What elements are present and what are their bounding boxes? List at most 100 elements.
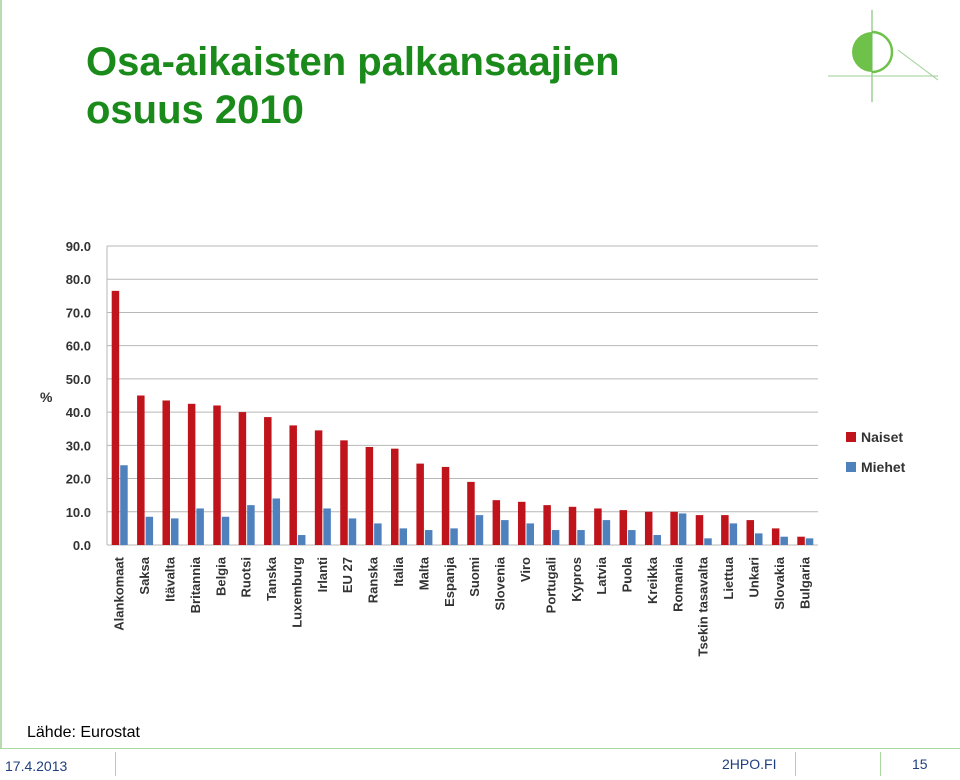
bar-miehet (780, 536, 788, 545)
bar-naiset (441, 466, 450, 545)
bar-miehet (526, 523, 534, 545)
x-tick-label: Britannia (188, 556, 203, 613)
bar-naiset (289, 425, 297, 545)
x-tick-label: Italia (391, 556, 406, 586)
legend-swatch-miehet (846, 462, 856, 472)
bar-naiset (771, 528, 780, 545)
legend-label-naiset: Naiset (861, 429, 903, 445)
x-tick-label: Romania (670, 556, 685, 612)
x-tick-label: Slovakia (772, 556, 787, 610)
bar-miehet (348, 518, 357, 545)
bar-naiset (797, 536, 805, 545)
footer-date: 17.4.2013 (5, 758, 68, 774)
bar-naiset (111, 290, 120, 545)
bar-miehet (196, 508, 204, 545)
y-tick-label: 0.0 (73, 538, 91, 553)
bar-naiset (162, 400, 170, 545)
bar-naiset (543, 505, 551, 545)
x-tick-label: Slovenia (493, 556, 508, 610)
y-tick-label: 80.0 (66, 272, 91, 287)
bar-miehet (450, 528, 458, 545)
x-tick-label: Ruotsi (239, 557, 254, 597)
x-tick-label: Tsekin tasavalta (696, 556, 711, 656)
left-accent-rule (0, 0, 2, 748)
bar-naiset (619, 510, 628, 545)
footer-site-link[interactable]: 2HPO.FI (722, 756, 777, 772)
page-number: 15 (912, 756, 928, 772)
bar-miehet (805, 538, 814, 545)
y-axis-label: % (40, 389, 53, 405)
bar-naiset (314, 430, 323, 545)
x-tick-label: Itävalta (162, 556, 177, 602)
bar-naiset (238, 412, 247, 545)
y-tick-label: 40.0 (66, 405, 91, 420)
bar-naiset (391, 448, 399, 545)
source-note: Lähde: Eurostat (27, 724, 140, 741)
bar-naiset (746, 520, 755, 545)
x-tick-label: Puola (620, 556, 635, 592)
bar-naiset (467, 481, 475, 545)
bar-naiset (695, 515, 704, 545)
bar-miehet (374, 523, 382, 545)
bar-miehet (551, 530, 560, 545)
bar-naiset (568, 506, 577, 545)
bar-miehet (704, 538, 712, 545)
bar-miehet (399, 528, 408, 545)
bar-naiset (492, 500, 501, 545)
bar-miehet (424, 530, 433, 545)
bar-naiset (517, 501, 526, 545)
x-tick-label: Kreikka (645, 556, 660, 604)
x-tick-label: Espanja (442, 556, 457, 607)
title-line-1: Osa-aikaisten palkansaajien (86, 40, 620, 84)
bar-miehet (602, 520, 611, 545)
bar-miehet (170, 518, 179, 545)
x-tick-label: Tanska (264, 556, 279, 601)
y-tick-label: 50.0 (66, 372, 91, 387)
footer-separator (115, 752, 116, 776)
footer-divider (0, 748, 960, 749)
bar-naiset (721, 515, 729, 545)
bar-miehet (755, 533, 763, 545)
y-tick-label: 70.0 (66, 305, 91, 320)
x-tick-label: Latvia (594, 556, 609, 594)
x-tick-label: Suomi (467, 557, 482, 597)
bar-naiset (137, 395, 145, 545)
bar-miehet (221, 516, 230, 545)
bar-naiset (187, 403, 196, 545)
title-line-2: osuus 2010 (86, 88, 304, 132)
logo (828, 10, 939, 102)
x-tick-label: Saksa (137, 556, 152, 594)
y-tick-label: 10.0 (66, 505, 91, 520)
x-tick-label: Irlanti (315, 557, 330, 592)
x-tick-label: Ranska (366, 556, 381, 603)
legend: Naiset Miehet (846, 429, 906, 475)
bar-naiset (594, 508, 602, 545)
bar-naiset (365, 446, 374, 545)
bar-miehet (501, 520, 509, 545)
bar-miehet (297, 535, 306, 545)
bar-naiset (416, 463, 424, 545)
bar-miehet (729, 523, 738, 545)
x-tick-label: Portugali (543, 557, 558, 613)
bar-miehet (653, 535, 661, 545)
x-tick-label: Kypros (569, 557, 584, 602)
bar-chart: 0.010.020.030.040.050.060.070.080.090.0 … (40, 239, 906, 656)
x-tick-label: Luxemburg (289, 557, 304, 628)
legend-swatch-naiset (846, 432, 856, 442)
bar-miehet (475, 515, 484, 545)
y-tick-label: 20.0 (66, 472, 91, 487)
page-title: Osa-aikaisten palkansaajien osuus 2010 (86, 38, 620, 134)
legend-label-miehet: Miehet (861, 459, 906, 475)
x-tick-label: Malta (416, 556, 431, 590)
x-tick-label: Belgia (213, 556, 228, 596)
footer-separator (795, 752, 796, 776)
bar-miehet (323, 508, 331, 545)
x-tick-label: Liettua (721, 556, 736, 599)
bar-miehet (272, 498, 281, 545)
footer-separator (880, 752, 881, 776)
bar-miehet (628, 530, 636, 545)
x-tick-label: Bulgaria (797, 556, 812, 609)
bar-miehet (247, 505, 255, 545)
x-tick-label: Alankomaat (112, 556, 127, 630)
bar-naiset (644, 511, 653, 545)
